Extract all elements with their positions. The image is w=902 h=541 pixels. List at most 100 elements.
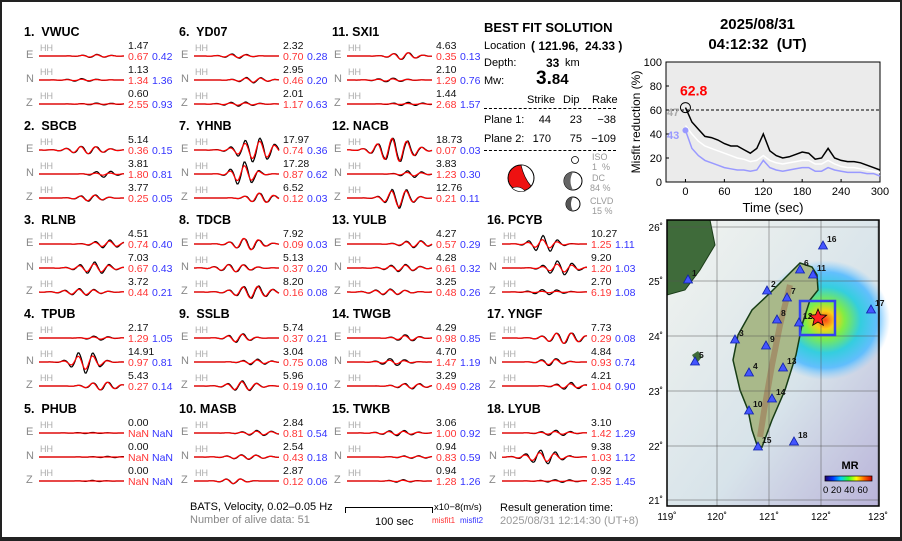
- station-number: 8: [781, 308, 786, 318]
- station-number: 17: [875, 298, 885, 308]
- waveform-trace: [502, 288, 587, 296]
- station-marker[interactable]: 1: [682, 268, 698, 284]
- channel-label: HH: [348, 279, 361, 289]
- misfit2-value: 0.03: [460, 145, 481, 157]
- channel-label: HH: [348, 373, 361, 383]
- channel-label: HH: [40, 161, 53, 171]
- station-marker[interactable]: 9: [760, 334, 776, 350]
- waveform-trace: [194, 101, 279, 107]
- channel-label: HH: [195, 67, 208, 77]
- event-date: 2025/08/31: [719, 16, 796, 33]
- station-marker[interactable]: 17: [865, 298, 885, 314]
- misfit1-value: 1.17: [283, 99, 304, 111]
- channel-label: HH: [195, 325, 208, 335]
- misfit1-value: NaN: [128, 476, 150, 488]
- misfit1-value: 0.12: [283, 476, 304, 488]
- triangle-icon: [682, 274, 694, 284]
- misfit2-value: 0.26: [460, 287, 481, 299]
- synthetic-trace: [347, 455, 433, 459]
- component-label: N: [334, 261, 342, 273]
- waveform-trace: [39, 479, 124, 483]
- station-marker[interactable]: 13: [777, 356, 797, 372]
- amplitude-value: 5.13: [283, 252, 304, 264]
- channel-label: HH: [195, 373, 208, 383]
- dc-label: DC: [592, 173, 605, 183]
- component-label: E: [26, 331, 34, 343]
- synthetic-trace: [194, 333, 279, 343]
- component-label: Z: [26, 97, 33, 109]
- station-title: 11. SXI1: [332, 25, 380, 39]
- component-label: N: [26, 355, 34, 367]
- station-marker[interactable]: 8: [771, 308, 787, 324]
- time-scale-bar: [345, 507, 433, 513]
- misfit1-value: 0.67: [128, 51, 149, 63]
- lat-tick-label: 21˚: [649, 495, 663, 507]
- search-box: [798, 299, 837, 337]
- misfit1-legend: misfit1: [432, 516, 456, 525]
- synthetic-trace: [194, 430, 280, 436]
- component-label: Z: [181, 97, 188, 109]
- amplitude-value: 0.94: [436, 465, 457, 477]
- misfit2-value: NaN: [152, 452, 174, 464]
- station-marker[interactable]: 14: [766, 387, 786, 403]
- amplitude-value: 8.20: [283, 276, 304, 288]
- plane2-strike: 170: [532, 133, 551, 145]
- amplitude-value: 2.10: [436, 64, 457, 76]
- clvd-label: CLVD: [590, 196, 614, 206]
- station-marker[interactable]: 2: [761, 279, 777, 295]
- amplitude-value: 2.87: [283, 465, 304, 477]
- station-number: 12: [803, 311, 813, 321]
- misfit1-value: 1.80: [128, 169, 149, 181]
- amplitude-value: 17.28: [283, 158, 310, 170]
- col-rake: Rake: [592, 94, 618, 106]
- misfit1-value: 0.74: [128, 239, 149, 251]
- station-marker[interactable]: 5: [689, 350, 705, 366]
- channel-label: HH: [40, 231, 53, 241]
- synthetic-trace: [502, 290, 587, 294]
- channel-label: HH: [348, 444, 361, 454]
- synthetic-trace: [502, 358, 587, 366]
- channel-label: HH: [195, 255, 208, 265]
- station-number: 1: [692, 268, 697, 278]
- station-marker[interactable]: 18: [788, 430, 808, 446]
- misfit1-value: 0.97: [128, 357, 149, 369]
- station-map[interactable]: 26˚25˚24˚23˚22˚21˚119˚ 120˚ 121˚ 122˚ 123˚12…: [640, 215, 900, 525]
- misfit1-value: 0.25: [128, 193, 149, 205]
- misfit1-value: 0.37: [283, 333, 304, 345]
- station-marker[interactable]: 10: [743, 399, 763, 415]
- station-marker[interactable]: 4: [743, 361, 759, 377]
- misfit1-value: 0.16: [283, 287, 304, 299]
- component-label: N: [489, 450, 497, 462]
- channel-label: HH: [40, 43, 53, 53]
- station-marker[interactable]: 7: [781, 286, 797, 302]
- station-title: 18. LYUB: [487, 402, 541, 416]
- iso-value: 1 %: [592, 162, 611, 172]
- amplitude-value: 5.14: [128, 134, 149, 146]
- station-marker[interactable]: 15: [752, 435, 772, 451]
- misfit1-value: 0.07: [436, 145, 457, 157]
- colorbar-title: MR: [841, 460, 858, 472]
- lon-tick-label: 120˚: [707, 511, 727, 523]
- waveform-trace: [39, 145, 125, 155]
- plane1-rake: −38: [597, 114, 616, 126]
- waveform-trace: [347, 137, 433, 163]
- station-marker[interactable]: 6: [794, 258, 810, 274]
- synthetic-trace: [347, 383, 433, 390]
- lat-tick-label: 25˚: [649, 276, 663, 288]
- amplitude-value: 9.38: [591, 441, 612, 453]
- station-marker[interactable]: 3: [729, 328, 745, 344]
- station-marker[interactable]: 16: [817, 234, 837, 250]
- component-label: E: [334, 143, 342, 155]
- triangle-icon: [771, 314, 783, 324]
- channel-label: HH: [195, 43, 208, 53]
- amplitude-value: 2.70: [591, 276, 612, 288]
- channel-label: HH: [195, 91, 208, 101]
- station-title: 1. VWUC: [24, 25, 80, 39]
- misfit2-value: 0.36: [307, 145, 328, 157]
- y-axis-label: Misfit reduction (%): [629, 71, 643, 174]
- station-marker[interactable]: 12: [793, 311, 813, 327]
- station-marker[interactable]: 11: [807, 263, 827, 279]
- misfit1-value: 0.67: [128, 263, 149, 275]
- component-label: N: [334, 450, 342, 462]
- channel-label: HH: [40, 91, 53, 101]
